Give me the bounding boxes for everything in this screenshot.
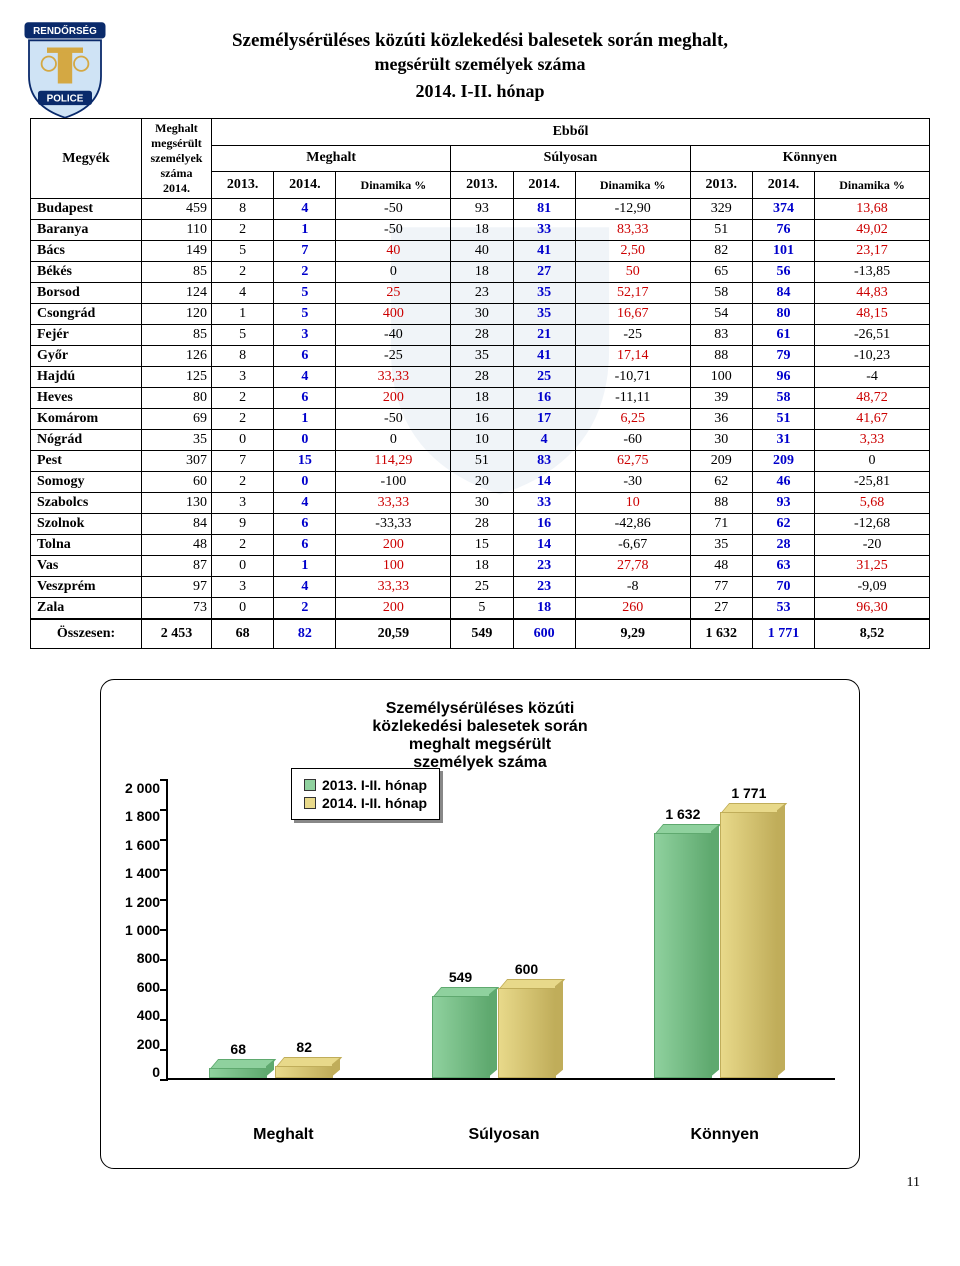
th-county: Megyék — [31, 119, 142, 199]
total-row: Összesen:2 453688220,595496009,291 6321 … — [31, 619, 930, 649]
th-2013: 2013. — [451, 172, 513, 199]
data-table: Megyék Meghalt megsérült személyek száma… — [30, 118, 930, 649]
chart-plot: 68825496001 6321 771 — [166, 780, 835, 1080]
table-row: Somogy6020-1002014-306246-25,81 — [31, 472, 930, 493]
table-row: Fejér8553-402821-258361-26,51 — [31, 325, 930, 346]
th-total: Meghalt megsérült személyek száma 2014. — [141, 119, 211, 199]
table-row: Szolnok8496-33,332816-42,867162-12,68 — [31, 514, 930, 535]
table-row: Baranya11021-50183383,33517649,02 — [31, 220, 930, 241]
table-row: Hajdú1253433,332825-10,7110096-4 — [31, 367, 930, 388]
table-row: Nógrád35000104-6030313,33 — [31, 430, 930, 451]
page-number: 11 — [30, 1175, 930, 1191]
table-row: Veszprém973433,332523-87770-9,09 — [31, 577, 930, 598]
th-meghalt: Meghalt — [211, 145, 450, 172]
table-row: Győr12686-25354117,148879-10,23 — [31, 346, 930, 367]
title-line2: megsérült személyek száma — [30, 54, 930, 75]
chart-title: Személysérüléses közúti közlekedési bale… — [125, 700, 835, 772]
th-konnyen: Könnyen — [690, 145, 929, 172]
table-row: Komárom6921-5016176,25365141,67 — [31, 409, 930, 430]
title-line1: Személysérüléses közúti közlekedési bale… — [30, 30, 930, 52]
table-row: Borsod1244525233552,17588444,83 — [31, 283, 930, 304]
th-2014: 2014. — [752, 172, 814, 199]
period: 2014. I-II. hónap — [30, 81, 930, 102]
th-2014: 2014. — [274, 172, 336, 199]
th-din: Dinamika % — [336, 172, 451, 199]
th-din: Dinamika % — [575, 172, 690, 199]
table-row: Heves80262001816-11,11395848,72 — [31, 388, 930, 409]
table-row: Bács149574040412,508210123,17 — [31, 241, 930, 262]
table-row: Pest307715114,29518362,752092090 — [31, 451, 930, 472]
th-ebbol: Ebből — [211, 119, 929, 146]
table-row: Zala7302200518260275396,30 — [31, 598, 930, 620]
chart-container: Személysérüléses közúti közlekedési bale… — [100, 679, 860, 1169]
table-row: Budapest45984-509381-12,9032937413,68 — [31, 199, 930, 220]
table-row: Békés852201827506556-13,85 — [31, 262, 930, 283]
th-2014: 2014. — [513, 172, 575, 199]
th-2013: 2013. — [211, 172, 273, 199]
table-row: Vas8701100182327,78486331,25 — [31, 556, 930, 577]
chart-x-labels: MeghaltSúlyosanKönnyen — [173, 1126, 835, 1144]
th-2013: 2013. — [690, 172, 752, 199]
th-din: Dinamika % — [815, 172, 930, 199]
table-row: Szabolcs1303433,3330331088935,68 — [31, 493, 930, 514]
table-row: Tolna48262001514-6,673528-20 — [31, 535, 930, 556]
th-sulyosan: Súlyosan — [451, 145, 690, 172]
table-row: Csongrád12015400303516,67548048,15 — [31, 304, 930, 325]
